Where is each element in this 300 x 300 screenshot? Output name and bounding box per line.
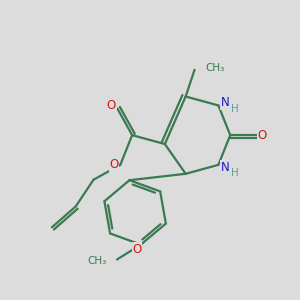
Text: H: H	[231, 104, 239, 114]
Text: N: N	[220, 96, 229, 109]
Text: H: H	[231, 168, 239, 178]
Text: O: O	[107, 99, 116, 112]
Text: N: N	[220, 161, 229, 174]
Text: O: O	[133, 243, 142, 256]
Text: O: O	[258, 129, 267, 142]
Text: CH₃: CH₃	[205, 63, 224, 73]
Text: O: O	[109, 158, 119, 171]
Text: CH₃: CH₃	[87, 256, 106, 266]
